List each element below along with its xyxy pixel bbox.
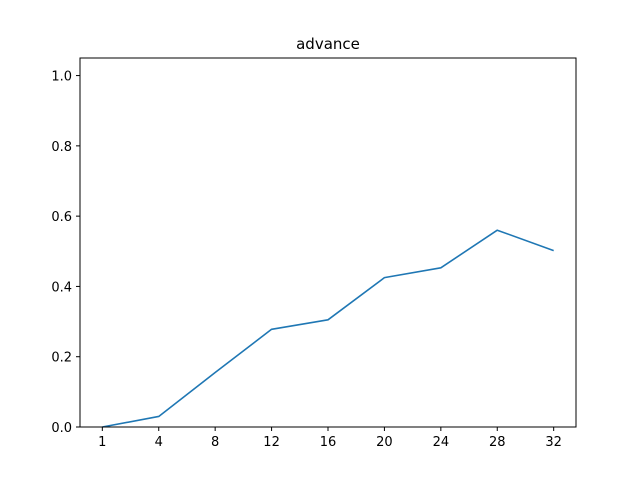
x-tick-label: 1 (98, 435, 106, 450)
y-tick-label: 1.0 (51, 70, 72, 85)
y-axis: 0.0 0.2 0.4 0.6 0.8 1.0 (51, 70, 80, 436)
x-tick-label: 16 (320, 435, 337, 450)
x-tick-label: 4 (155, 435, 163, 450)
plot-area (102, 229, 554, 428)
y-tick-label: 0.0 (51, 421, 72, 436)
y-tick-label: 0.6 (51, 210, 72, 225)
y-tick-label: 0.8 (51, 140, 72, 155)
x-tick-label: 28 (489, 435, 506, 450)
y-tick-label: 0.4 (51, 280, 72, 295)
series-line (102, 229, 554, 428)
chart-title: advance (296, 35, 360, 53)
y-tick-label: 0.2 (51, 351, 72, 366)
x-axis: 1 4 8 12 16 20 24 28 32 (98, 427, 562, 450)
axes-frame (79, 57, 577, 428)
x-tick-label: 12 (263, 435, 280, 450)
x-tick-label: 8 (211, 435, 219, 450)
x-tick-label: 20 (376, 435, 393, 450)
x-tick-label: 24 (433, 435, 450, 450)
x-tick-label: 32 (545, 435, 562, 450)
